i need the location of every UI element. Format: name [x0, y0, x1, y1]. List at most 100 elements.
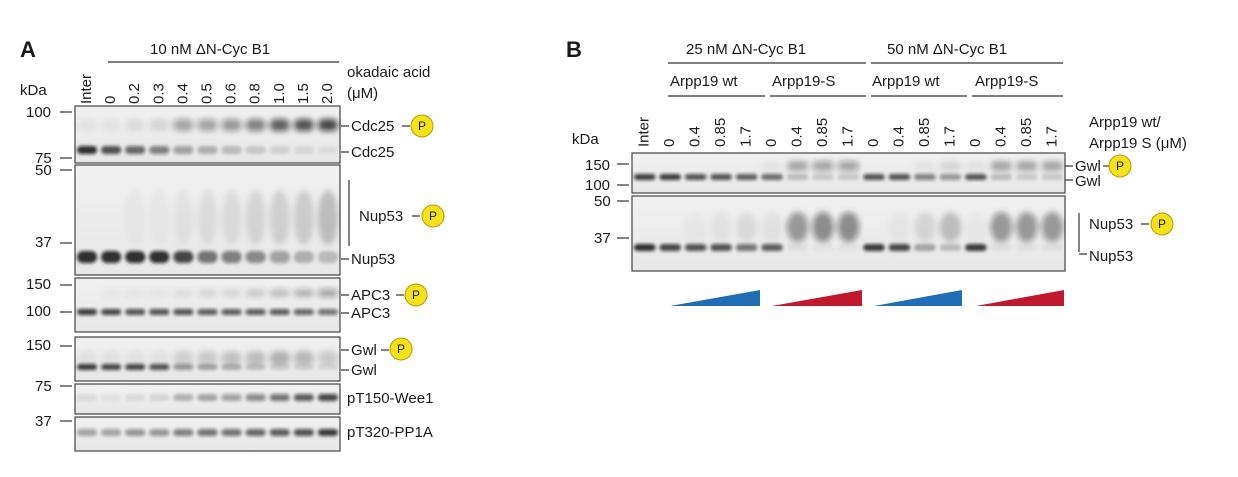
band	[101, 289, 121, 297]
band	[939, 212, 962, 242]
concentration-ramp	[772, 290, 862, 306]
band	[293, 146, 314, 154]
band	[173, 251, 194, 263]
band	[939, 161, 962, 171]
band	[197, 364, 218, 370]
lane-label: 0	[967, 139, 984, 147]
band	[710, 244, 732, 251]
band	[710, 212, 732, 242]
band	[101, 394, 122, 401]
band	[221, 394, 242, 401]
marker-a-150-2: 150	[26, 337, 51, 354]
svg-text:P: P	[412, 288, 420, 302]
band	[173, 429, 194, 436]
panel-b-band-labels: Gwl P Gwl Nup53 P Nup53	[1065, 154, 1174, 265]
sub-s-2: Arpp19-S	[975, 73, 1038, 90]
band	[77, 251, 98, 263]
band	[293, 394, 314, 401]
band	[939, 244, 962, 251]
band	[965, 161, 987, 171]
marker-a-75-2: 75	[35, 378, 52, 395]
band	[77, 146, 98, 154]
band	[197, 119, 218, 131]
label-gwl-p: Gwl	[351, 342, 377, 359]
band	[634, 174, 656, 180]
band	[761, 174, 783, 180]
band	[125, 190, 145, 245]
panel-b-blots	[631, 152, 1066, 272]
band	[149, 364, 170, 370]
panel-b-markers: 150 100 50 37	[585, 157, 629, 247]
lane-label: 0.4	[992, 126, 1009, 147]
lane-label: 0	[763, 139, 780, 147]
band	[245, 289, 266, 297]
svg-text:P: P	[397, 342, 405, 356]
panel-a-blots	[74, 105, 341, 452]
band	[245, 394, 266, 401]
sub-s-1: Arpp19-S	[772, 73, 835, 90]
lane-label: 1.5	[295, 83, 312, 104]
band	[77, 364, 98, 370]
lane-label: 1.7	[1043, 126, 1060, 147]
blot-strip	[631, 152, 1066, 194]
band	[1041, 174, 1063, 180]
band	[761, 212, 783, 242]
band	[1016, 174, 1038, 180]
band	[317, 364, 338, 370]
band	[293, 119, 314, 131]
panel-a-letter: A	[20, 37, 36, 62]
band	[863, 174, 885, 180]
label-cdc25: Cdc25	[351, 144, 394, 161]
band	[786, 212, 809, 242]
band	[812, 212, 834, 242]
panel-b: B kDa 25 nM ΔN-Cyc B1 50 nM ΔN-Cyc B1 Ar…	[566, 37, 1187, 306]
band	[149, 289, 170, 297]
band	[101, 146, 122, 154]
band	[173, 190, 194, 245]
band	[786, 244, 809, 251]
lane-label: 0.85	[712, 118, 729, 147]
band	[1016, 244, 1038, 251]
marker-b-50: 50	[594, 193, 611, 210]
marker-a-37-2: 37	[35, 413, 52, 430]
band	[221, 146, 242, 154]
band	[293, 251, 314, 263]
band	[221, 251, 242, 263]
band	[245, 251, 266, 263]
band	[149, 119, 170, 131]
band	[149, 351, 170, 365]
band	[888, 174, 911, 180]
band	[1016, 161, 1038, 171]
band	[125, 289, 146, 297]
band	[1041, 212, 1063, 242]
phospho-icon	[1150, 212, 1174, 236]
band	[149, 394, 170, 401]
band	[173, 309, 194, 315]
band	[197, 289, 218, 297]
blot-strip	[74, 105, 341, 164]
blot-strip	[74, 277, 341, 333]
band	[939, 174, 962, 180]
band	[77, 119, 98, 131]
band	[245, 364, 266, 370]
marker-a-37-1: 37	[35, 234, 52, 251]
band	[77, 429, 98, 436]
band	[684, 244, 707, 251]
panel-b-lane-labels: Inter 0 0.4 0.85 1.7 0 0.4 0.85 1.7 0 0.4 0.85 1.7 0 0…	[636, 117, 1061, 147]
lane-label: 0	[661, 139, 678, 147]
band	[965, 244, 987, 251]
band	[101, 309, 122, 315]
band	[221, 119, 242, 131]
band	[173, 394, 194, 401]
band	[710, 174, 732, 180]
band	[101, 251, 122, 263]
label-wee1: pT150-Wee1	[347, 390, 433, 407]
band	[914, 161, 936, 171]
sub-wt-1: Arpp19 wt	[670, 73, 738, 90]
lane-label: 2.0	[319, 83, 336, 104]
band	[173, 289, 194, 297]
band	[317, 394, 338, 401]
band	[914, 244, 936, 251]
panel-b-treatment-2: Arpp19 S (μM)	[1089, 135, 1187, 152]
